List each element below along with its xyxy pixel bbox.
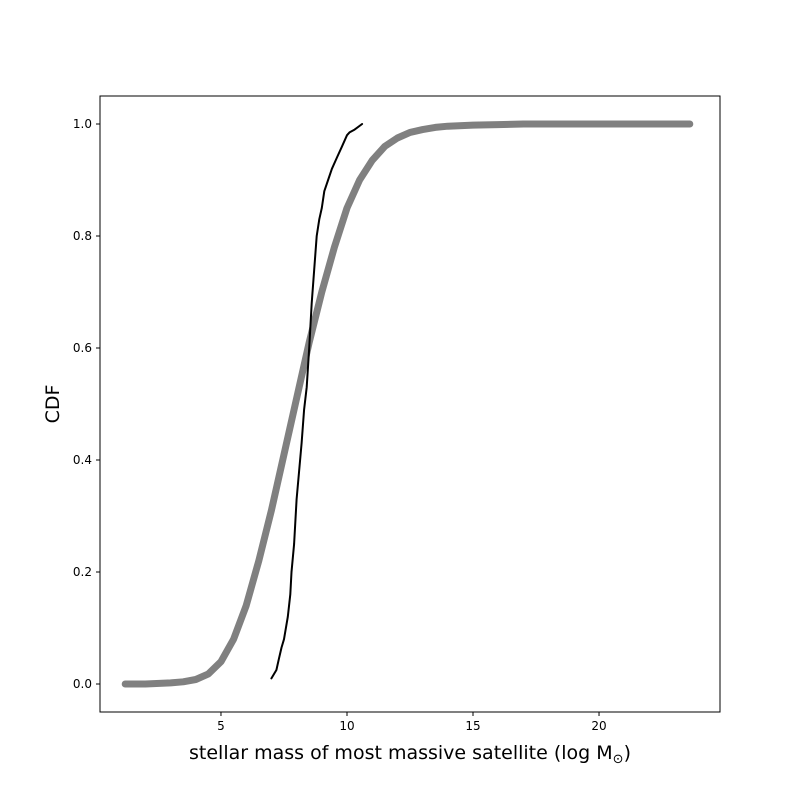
y-axis-label: CDF [42, 385, 64, 424]
series-line-1 [121, 120, 694, 688]
x-tick-label: 10 [339, 719, 354, 733]
y-axis: 0.0 0.2 0.4 0.6 0.8 1.0 [73, 117, 100, 691]
plot-frame [99, 95, 721, 713]
series-line-2 [270, 123, 364, 680]
y-tick-label: 0.8 [73, 229, 92, 243]
y-tick-label: 1.0 [73, 117, 92, 131]
x-tick-label: 15 [465, 719, 480, 733]
x-axis-label: stellar mass of most massive satellite (… [189, 742, 631, 767]
y-tick-label: 0.4 [73, 453, 92, 467]
plot-area [121, 120, 694, 688]
x-axis-label-close: ) [624, 742, 631, 764]
y-tick-label: 0.2 [73, 565, 92, 579]
y-tick-label: 0.6 [73, 341, 92, 355]
x-tick-label: 20 [591, 719, 606, 733]
x-axis-label-subscript: ⊙ [613, 752, 624, 767]
x-tick-label: 5 [217, 719, 225, 733]
y-tick-label: 0.0 [73, 677, 92, 691]
x-axis: 5 10 15 20 [217, 712, 607, 733]
